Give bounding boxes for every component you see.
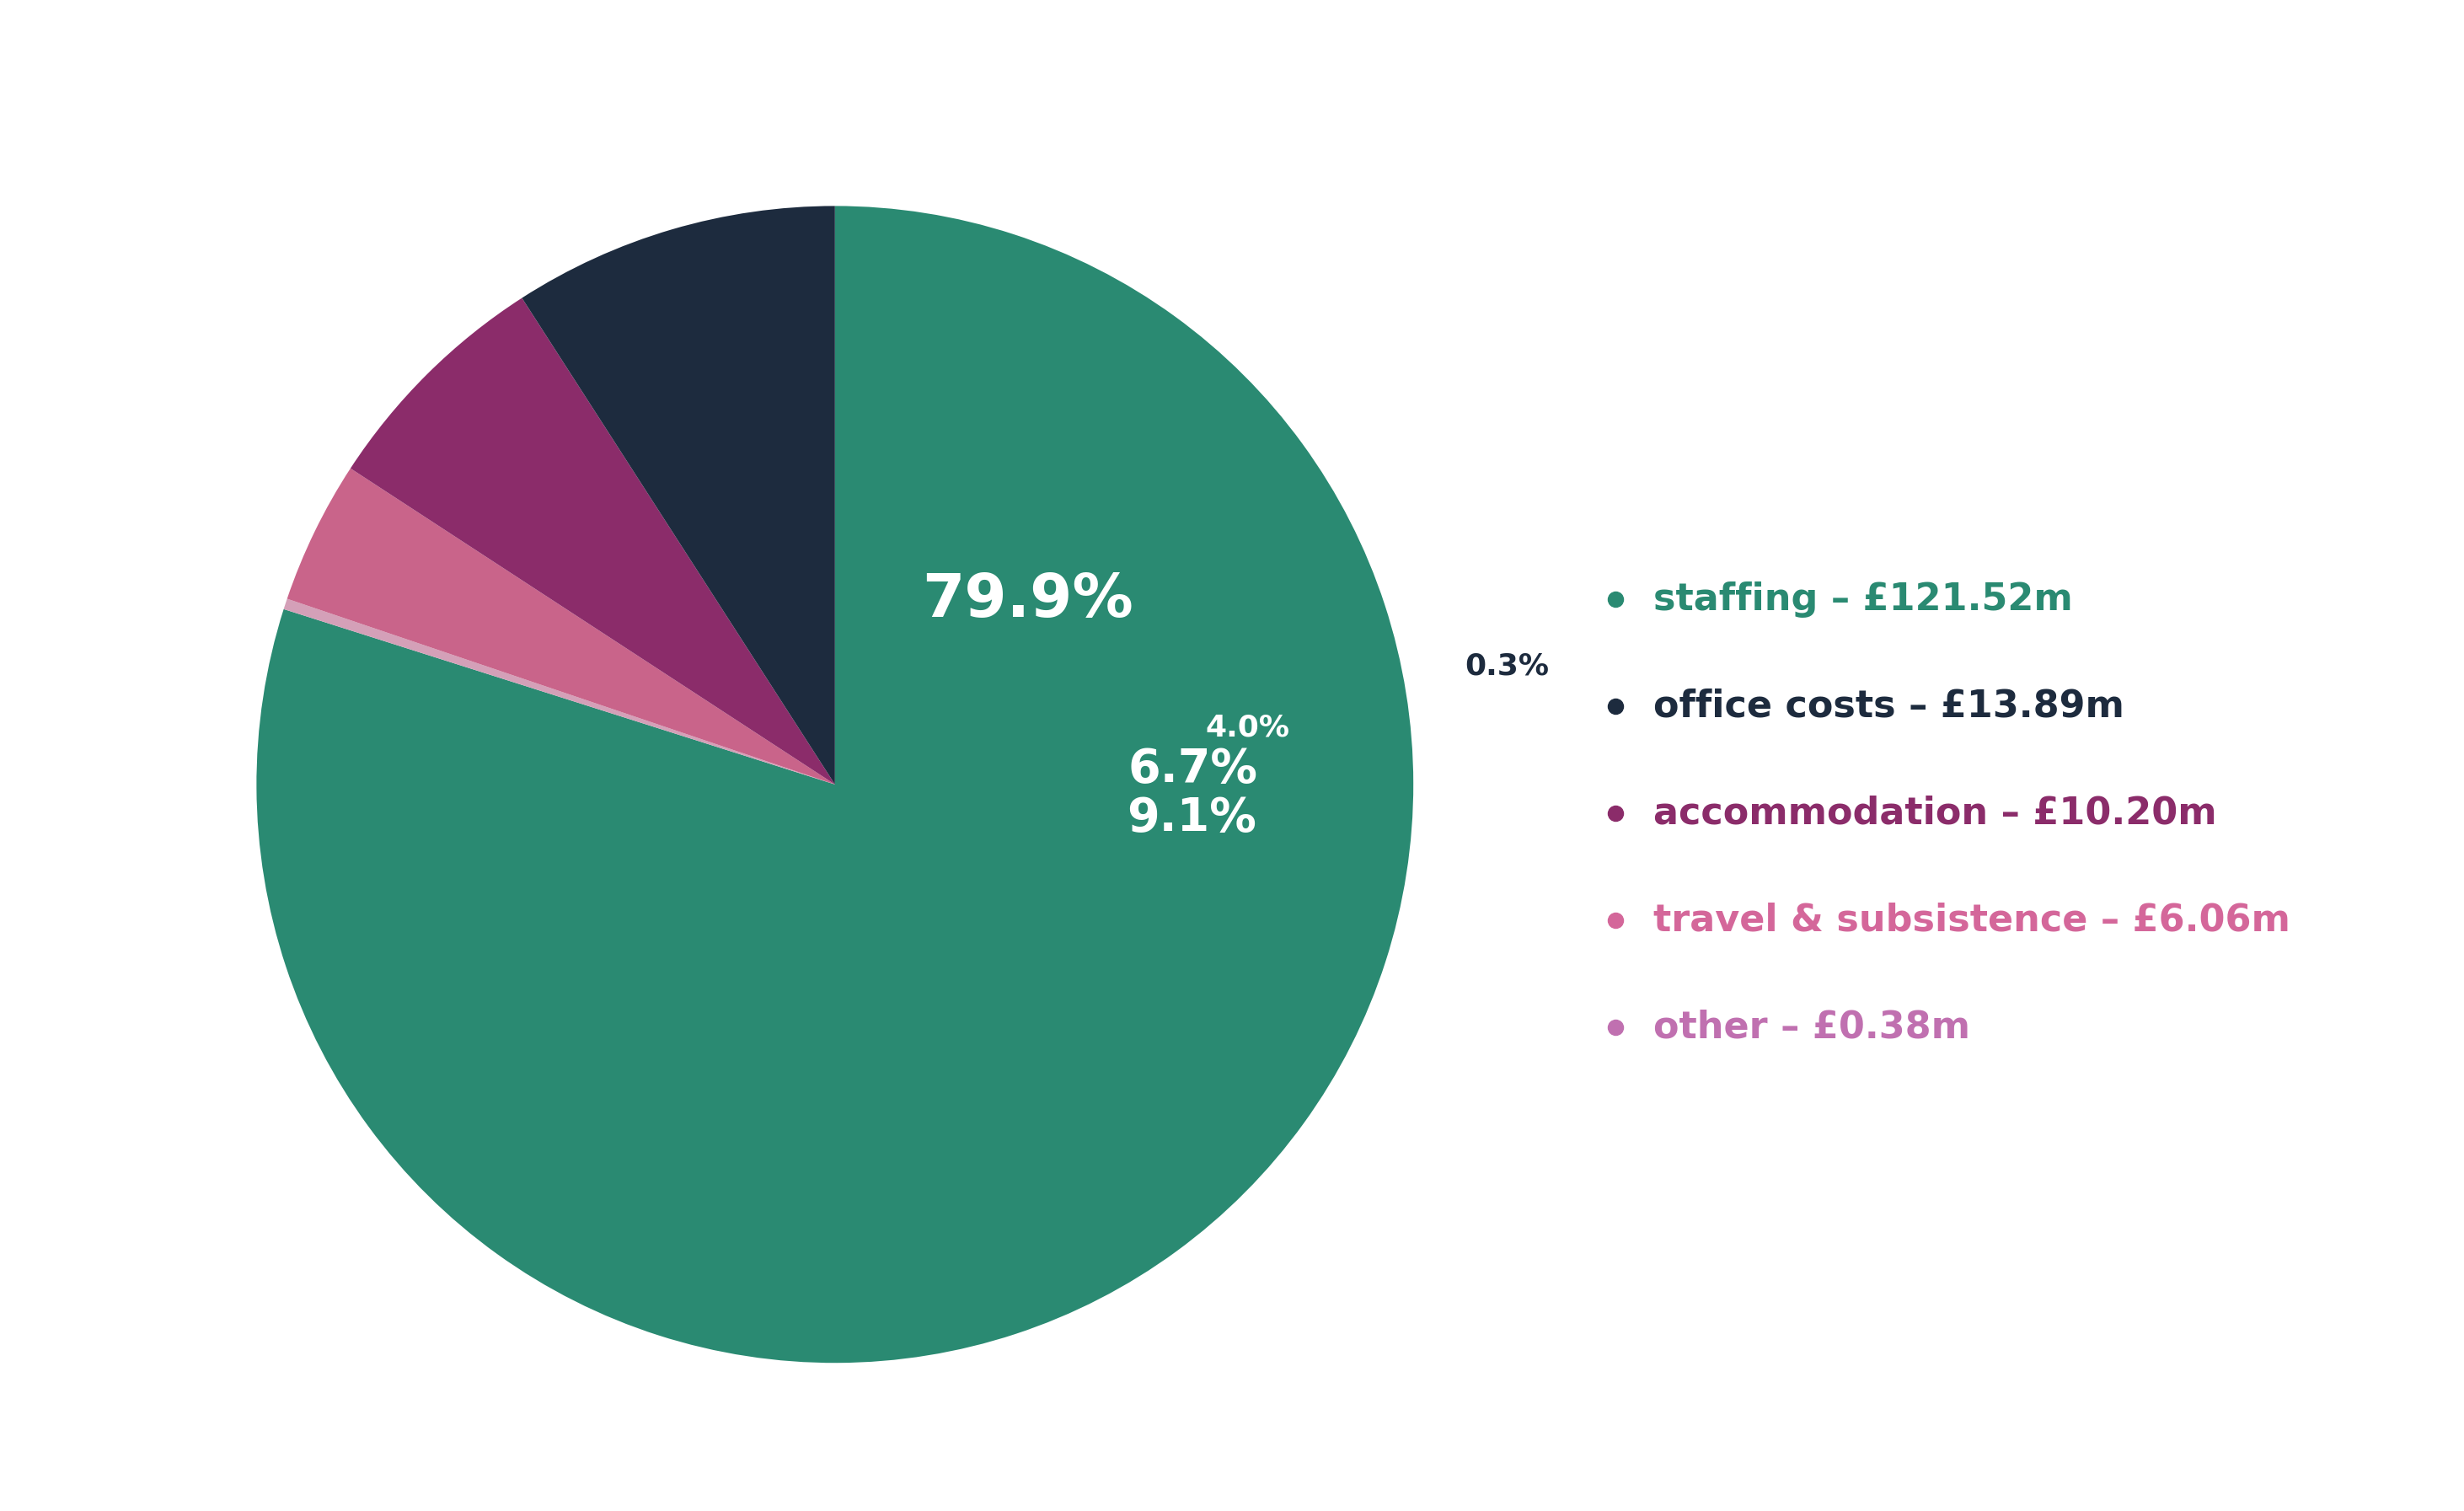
Text: staffing – £121.52m: staffing – £121.52m bbox=[1653, 582, 2072, 618]
Wedge shape bbox=[350, 298, 835, 784]
Wedge shape bbox=[256, 205, 1414, 1363]
Wedge shape bbox=[283, 598, 835, 784]
Text: 6.7%: 6.7% bbox=[1129, 746, 1259, 792]
Text: accommodation – £10.20m: accommodation – £10.20m bbox=[1653, 795, 2218, 831]
Text: 9.1%: 9.1% bbox=[1126, 796, 1257, 842]
Text: 79.9%: 79.9% bbox=[922, 571, 1133, 629]
Text: office costs – £13.89m: office costs – £13.89m bbox=[1653, 688, 2124, 724]
Wedge shape bbox=[288, 468, 835, 784]
Wedge shape bbox=[522, 205, 835, 784]
Text: travel & subsistence – £6.06m: travel & subsistence – £6.06m bbox=[1653, 902, 2292, 938]
Text: 4.0%: 4.0% bbox=[1205, 713, 1289, 742]
Text: other – £0.38m: other – £0.38m bbox=[1653, 1009, 1971, 1046]
Text: 0.3%: 0.3% bbox=[1466, 653, 1550, 681]
